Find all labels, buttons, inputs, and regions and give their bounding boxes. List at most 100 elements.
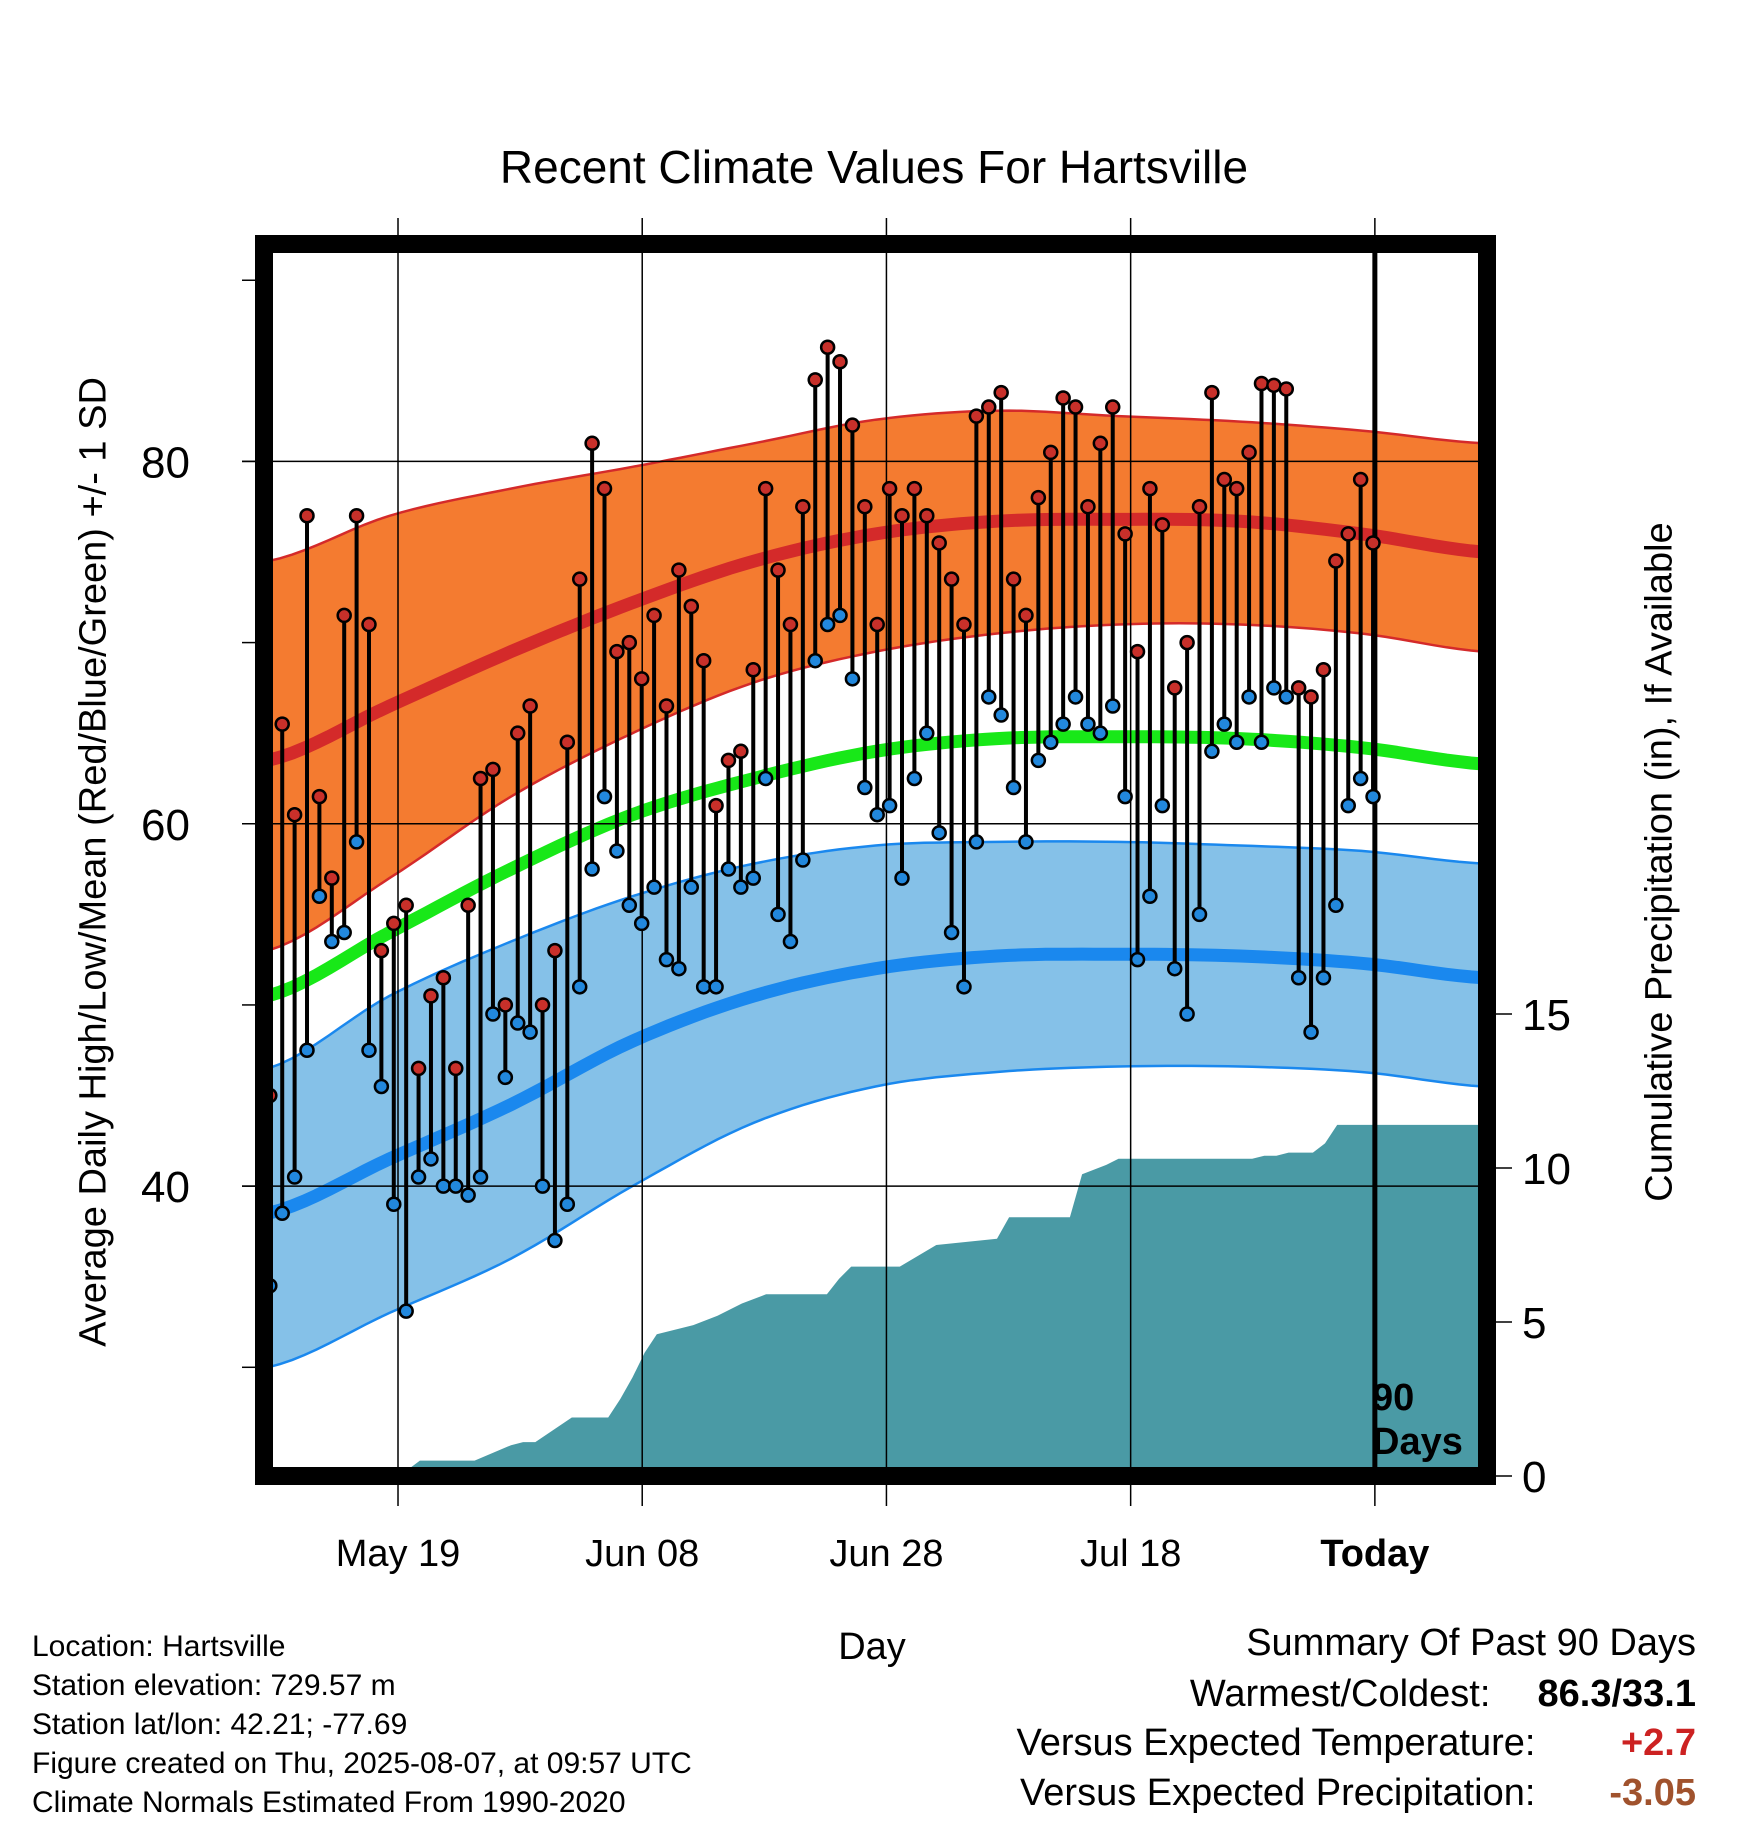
daily-low-point	[1278, 689, 1295, 705]
day-bar	[943, 571, 960, 941]
daily-low-point	[757, 770, 774, 787]
daily-high-point	[981, 399, 997, 415]
y2-tick-label: 10	[1522, 1145, 1571, 1194]
day-bar	[299, 508, 315, 1058]
day-bar	[981, 399, 997, 705]
daily-high-point	[509, 725, 526, 741]
daily-high-point	[1352, 471, 1369, 488]
daily-low-point	[671, 960, 687, 977]
daily-high-point	[1104, 399, 1121, 415]
daily-low-point	[956, 979, 972, 995]
daily-low-point	[745, 870, 762, 886]
day-bar	[1253, 375, 1270, 750]
day-bar	[832, 354, 848, 624]
day-bar	[398, 897, 414, 1319]
daily-high-point	[361, 616, 377, 633]
day-bar	[1166, 680, 1183, 977]
daily-low-point	[795, 852, 811, 868]
daily-high-point	[1080, 498, 1096, 515]
daily-high-point	[1290, 680, 1307, 696]
day-bar	[633, 671, 650, 932]
daily-low-point	[720, 861, 737, 877]
daily-low-point	[1352, 770, 1369, 787]
day-bar	[1018, 607, 1034, 850]
daily-low-point	[1166, 960, 1183, 977]
daily-low-point	[348, 834, 365, 850]
day-bar	[956, 616, 972, 995]
daily-high-point	[646, 607, 662, 624]
day-bar	[1365, 535, 1381, 805]
daily-high-point	[1253, 375, 1270, 392]
daily-low-point	[857, 779, 873, 796]
day-bar	[410, 1060, 427, 1185]
daily-high-point	[274, 716, 290, 732]
daily-high-point	[683, 598, 700, 615]
daily-high-point	[844, 417, 861, 433]
daily-low-point	[1129, 951, 1146, 968]
daily-high-point	[1043, 444, 1059, 461]
daily-low-point	[410, 1169, 427, 1185]
normal-high-line	[268, 512, 1483, 767]
daily-high-point	[956, 616, 972, 633]
summary-warm-cold-label: Warmest/Coldest:	[1189, 1673, 1491, 1715]
day-bar	[695, 652, 712, 995]
daily-low-point	[1303, 1024, 1319, 1040]
day-bar	[931, 535, 947, 841]
daily-high-point	[435, 970, 452, 986]
daily-high-point	[1266, 377, 1282, 394]
day-bar	[361, 616, 377, 1058]
daily-low-point	[1290, 970, 1307, 986]
daily-low-point	[497, 1069, 514, 1086]
daily-low-point	[1092, 725, 1109, 741]
day-bar	[373, 942, 390, 1095]
y2-tick-label: 5	[1522, 1299, 1546, 1348]
day-bar	[1154, 517, 1171, 814]
low-lower-edge	[268, 1064, 1483, 1369]
summary-temp-label: Versus Expected Temperature:	[1016, 1722, 1536, 1764]
day-bar	[1142, 480, 1158, 904]
day-bar	[1080, 498, 1096, 732]
daily-low-point	[1018, 834, 1034, 850]
daily-low-point	[1005, 779, 1022, 796]
daily-high-point	[695, 652, 712, 669]
daily-low-point	[981, 689, 997, 705]
y-tick-label: 60	[141, 801, 190, 850]
day-bar	[881, 480, 898, 814]
daily-high-point	[398, 897, 414, 914]
daily-low-point	[1365, 788, 1381, 805]
day-bar	[1030, 489, 1047, 769]
day-bar	[1055, 390, 1071, 732]
daily-low-point	[1266, 680, 1282, 696]
daily-low-point	[869, 806, 885, 823]
daily-low-point	[733, 879, 749, 895]
daily-high-point	[1204, 384, 1220, 401]
daily-low-point	[770, 906, 786, 923]
daily-low-point	[881, 797, 898, 814]
daily-high-point	[410, 1060, 427, 1077]
daily-high-point	[1340, 526, 1357, 542]
daily-low-point	[485, 1006, 501, 1022]
daily-high-point	[311, 788, 328, 805]
daily-high-point	[1142, 480, 1158, 497]
daily-low-point	[1080, 716, 1096, 732]
daily-range-bars	[262, 339, 1381, 1319]
day-bar	[1228, 480, 1245, 750]
daily-high-point	[1117, 526, 1133, 542]
daily-low-point	[386, 1196, 402, 1212]
y2-tick-label: 0	[1522, 1453, 1546, 1502]
y2-tick-label: 15	[1522, 991, 1571, 1040]
daily-low-point	[844, 671, 861, 687]
daily-high-point	[299, 508, 315, 524]
day-bar	[1303, 689, 1319, 1040]
day-bar	[423, 988, 439, 1167]
daily-low-point	[1142, 888, 1158, 904]
daily-high-point	[324, 870, 340, 886]
day-bar	[559, 734, 576, 1212]
day-bar	[534, 997, 551, 1194]
daily-high-point	[1166, 680, 1183, 696]
daily-low-point	[435, 1178, 452, 1194]
daily-low-point	[547, 1232, 563, 1249]
daily-low-point	[906, 770, 923, 787]
x-tick-label: May 19	[336, 1533, 461, 1575]
day-bar	[906, 480, 923, 787]
